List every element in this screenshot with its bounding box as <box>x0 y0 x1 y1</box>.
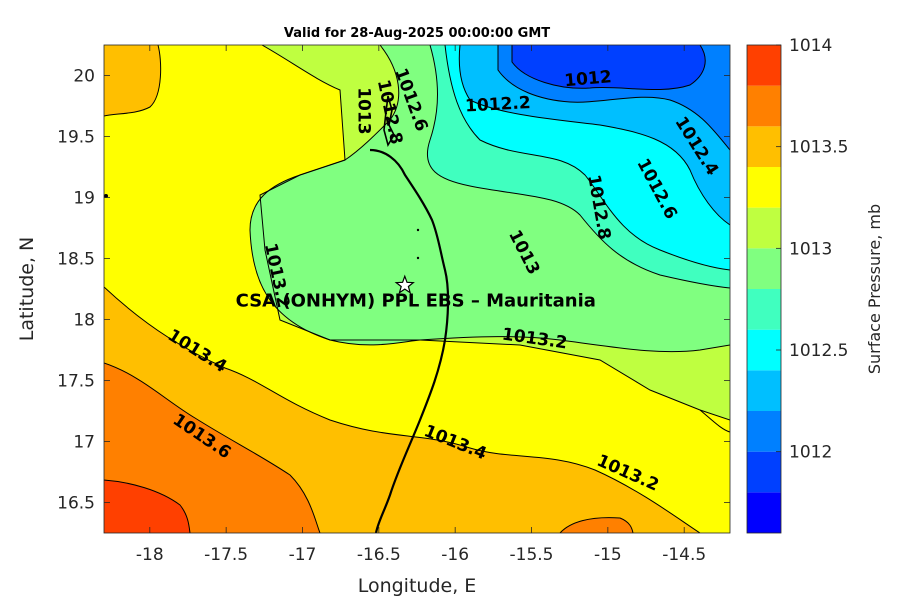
contour-line-1012-2 <box>497 45 730 151</box>
colorbar-swatch <box>747 85 781 127</box>
y-tick-label: 16.5 <box>57 494 95 514</box>
band-1013-6-1013-8 <box>104 363 320 533</box>
plot-area: 10121012.21012.41012.61012.810131013.210… <box>104 45 730 533</box>
x-tick-label: -14.5 <box>662 545 706 565</box>
x-tick-label: -17 <box>289 545 317 565</box>
y-tick-label: 17.5 <box>57 372 95 392</box>
colorbar-tick-label: 1013 <box>789 239 832 259</box>
y-tick-label: 19.5 <box>57 128 95 148</box>
coastline <box>369 148 450 533</box>
x-tick-label: -15.5 <box>510 545 554 565</box>
colorbar-label: Surface Pressure, mb <box>865 204 884 374</box>
contour-line-1013-6-bottom-right <box>559 517 634 533</box>
colorbar-tick-label: 1012 <box>789 443 832 463</box>
x-tick-label: -15 <box>594 545 622 565</box>
colorbar-swatch <box>747 289 781 330</box>
colorbar-frame <box>746 44 782 534</box>
band-1013-4-1013-6-northwest <box>104 45 161 116</box>
island-dot-2 <box>416 256 420 260</box>
colorbar-tick-label: 1012.5 <box>789 341 848 361</box>
station-star-icon <box>394 274 415 294</box>
colorbar-swatch <box>747 45 781 86</box>
contour-lines <box>104 45 730 533</box>
colorbar-swatch <box>747 248 781 289</box>
contour-label: 1012 <box>564 67 613 91</box>
x-tick-label: -16 <box>441 545 469 565</box>
x-tick-label: -17.5 <box>204 545 248 565</box>
contour-line-1012-4 <box>458 45 730 226</box>
contour-line-1013-2-main <box>259 45 730 421</box>
plot-frame <box>103 44 731 534</box>
colorbar-swatch <box>747 451 781 493</box>
band-1013-6-bottom-right <box>560 517 633 533</box>
y-tick-label: 18.5 <box>57 250 95 270</box>
contour-line-1013-4-nw <box>104 45 162 117</box>
x-tick-label: -18 <box>136 545 164 565</box>
colorbar-swatch <box>747 207 781 249</box>
y-tick-label: 17 <box>73 433 95 453</box>
contour-label: 1013 <box>354 87 374 134</box>
contour-line-1012-0 <box>511 45 706 91</box>
contour-line-1012-6 <box>444 45 730 271</box>
x-axis-label: Longitude, E <box>358 575 477 597</box>
colorbar-ticks: 1012 1012.5 1013 1013.5 1014 <box>776 36 848 463</box>
colorbar-swatch <box>747 167 781 208</box>
band-1013-2-1013-4 <box>104 45 730 533</box>
colorbar-swatch <box>747 492 781 533</box>
station-label: CSA (ONHYM) PPL EBS – Mauritania <box>236 290 596 311</box>
chart-title: Valid for 28-Aug-2025 00:00:00 GMT <box>284 26 550 41</box>
contour-line-1013-2-east-small <box>699 409 730 433</box>
contour-line-1013-6-south <box>104 479 191 533</box>
contour-line-1013-2-southeast <box>104 286 701 533</box>
y-axis-ticks: 16.5 17 17.5 18 18.5 19 19.5 20 <box>57 67 730 514</box>
colorbar-swatch <box>747 370 781 411</box>
map-edge-dot <box>104 194 108 198</box>
colorbar-tick-label: 1014 <box>789 36 832 56</box>
y-tick-label: 18 <box>73 311 95 331</box>
colorbar-swatch <box>747 126 781 167</box>
contour-line-1013-0-main <box>249 45 730 353</box>
band-1013-8-1014-0 <box>104 480 190 533</box>
band-1012-6-1012-8 <box>427 45 730 288</box>
colorbar-tick-label: 1013.5 <box>789 138 848 158</box>
colorbar <box>747 45 781 533</box>
island-dot-1 <box>416 228 420 232</box>
band-1011-8-1012-0 <box>512 45 706 90</box>
colorbar-swatch <box>747 329 781 371</box>
band-1012-8-1013-0 <box>250 45 730 352</box>
contour-line-1013-4-south <box>104 362 321 533</box>
contour-line-1012-8 <box>426 45 730 289</box>
y-axis-label: Latitude, N <box>16 237 38 342</box>
y-tick-label: 19 <box>73 189 95 209</box>
coastline-inlet <box>383 95 395 148</box>
x-tick-label: -16.5 <box>357 545 401 565</box>
colorbar-swatch <box>747 411 781 452</box>
contour-label: 1012.2 <box>465 93 532 116</box>
station-marker-group: CSA (ONHYM) PPL EBS – Mauritania <box>236 274 596 311</box>
x-axis-ticks: -18 -17.5 -17 -16.5 -16 -15.5 -15 -14.5 <box>136 45 706 565</box>
y-tick-label: 20 <box>73 67 95 87</box>
